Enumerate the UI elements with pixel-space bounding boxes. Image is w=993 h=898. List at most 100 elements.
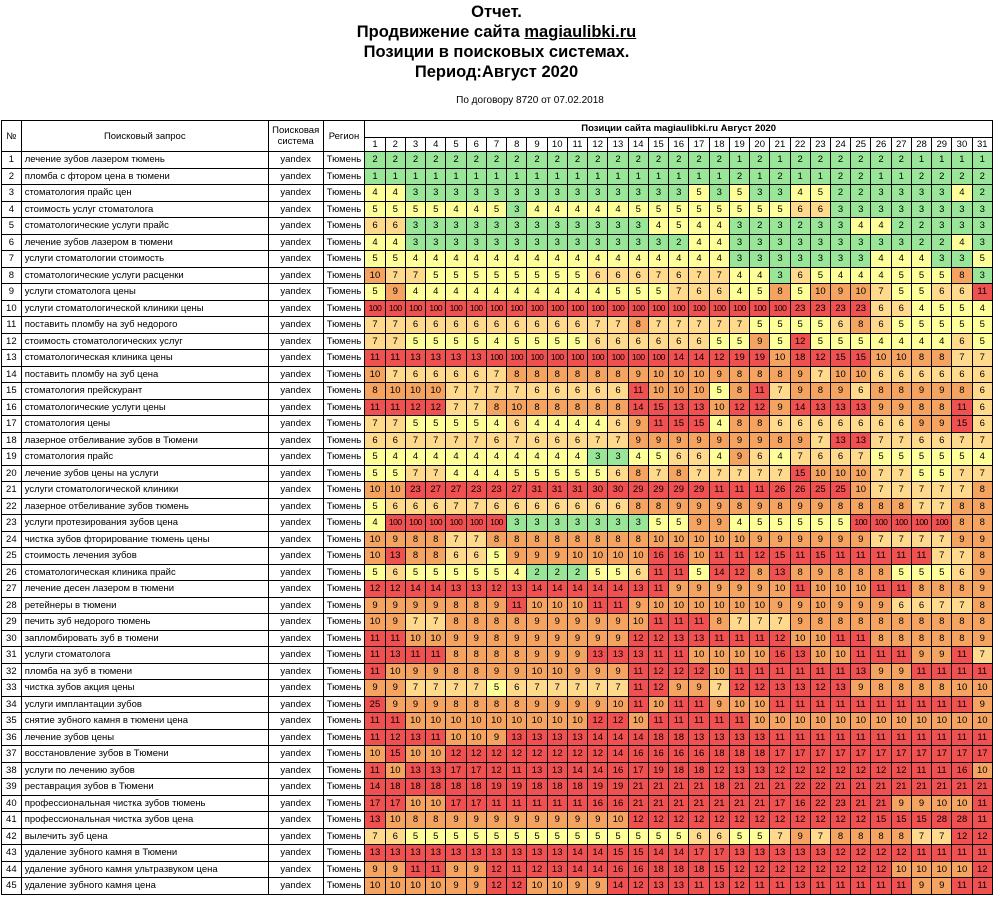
position-cell: 10: [647, 382, 670, 400]
position-cell: 9: [870, 662, 892, 680]
position-cell: 2: [910, 233, 933, 251]
position-cell: 15: [688, 415, 710, 433]
position-cell: 10: [425, 794, 447, 812]
query-cell: услуги стоматолога цены: [20, 283, 269, 301]
position-cell: 1: [485, 167, 508, 185]
position-cell: 18: [708, 778, 730, 796]
position-cell: 8: [910, 679, 933, 697]
position-cell: 23: [829, 299, 852, 317]
position-cell: 11: [910, 728, 933, 746]
position-cell: 2: [668, 233, 690, 251]
position-cell: 11: [506, 794, 528, 812]
position-cell: 6: [749, 448, 771, 466]
position-cell: 8: [506, 530, 528, 548]
query-cell: запломбировать зуб в тюмени: [20, 629, 269, 647]
position-cell: 3: [870, 233, 892, 251]
position-cell: 5: [910, 266, 933, 284]
position-cell: 8: [465, 662, 487, 680]
position-cell: 11: [688, 877, 710, 895]
position-cell: 3: [829, 200, 852, 218]
position-cell: 4: [566, 200, 589, 218]
col-system-header: Поисковая система: [267, 120, 324, 152]
position-cell: 13: [769, 844, 791, 862]
position-cell: 1: [607, 167, 629, 185]
position-cell: 4: [506, 448, 528, 466]
position-cell: 8: [850, 563, 872, 581]
position-cell: 3: [587, 233, 609, 251]
row-number: 10: [1, 299, 22, 317]
position-cell: 8: [829, 613, 852, 631]
position-cell: 10: [809, 464, 831, 482]
position-cell: 2: [728, 167, 751, 185]
region-cell: Тюмень: [322, 695, 366, 713]
position-cell: 2: [708, 151, 730, 169]
position-cell: 4: [506, 250, 528, 268]
position-cell: 10: [688, 530, 710, 548]
table-row: 26 стоматологическая клиника прайс yandex Т…: [1, 563, 993, 581]
system-cell: yandex: [267, 299, 324, 317]
position-cell: 6: [951, 563, 973, 581]
position-cell: 100: [384, 299, 406, 317]
region-cell: Тюмень: [322, 712, 366, 730]
position-cell: 100: [931, 514, 953, 532]
position-cell: 7: [647, 464, 670, 482]
position-cell: 4: [546, 448, 568, 466]
row-number: 45: [1, 877, 22, 895]
position-cell: 6: [445, 365, 467, 383]
position-cell: 1: [384, 167, 406, 185]
position-cell: 12: [627, 877, 649, 895]
position-cell: 8: [627, 530, 649, 548]
position-cell: 16: [627, 860, 649, 878]
site-link[interactable]: magiaulibki.ru: [524, 23, 637, 41]
position-cell: 7: [445, 382, 467, 400]
position-cell: 4: [870, 250, 892, 268]
position-cell: 6: [566, 382, 589, 400]
position-cell: 9: [526, 629, 548, 647]
table-row: 1 лечение зубов лазером тюмень yandex Тюмен…: [1, 151, 993, 169]
position-cell: 10: [364, 365, 386, 383]
position-cell: 8: [445, 695, 467, 713]
position-cell: 5: [546, 332, 568, 350]
position-cell: 4: [688, 217, 710, 235]
position-cell: 11: [910, 547, 933, 565]
position-cell: 11: [850, 547, 872, 565]
position-cell: 13: [850, 431, 872, 449]
system-cell: yandex: [267, 844, 324, 862]
query-cell: услуги стоматологической клиники: [20, 481, 269, 499]
system-cell: yandex: [267, 316, 324, 334]
position-cell: 7: [425, 679, 447, 697]
system-cell: yandex: [267, 811, 324, 829]
position-cell: 5: [890, 266, 912, 284]
position-cell: 11: [910, 761, 933, 779]
position-cell: 8: [587, 398, 609, 416]
position-cell: 9: [465, 629, 487, 647]
position-cell: 9: [789, 431, 811, 449]
row-number: 5: [1, 217, 22, 235]
position-cell: 10: [749, 712, 771, 730]
position-cell: 8: [749, 365, 771, 383]
row-number: 28: [1, 596, 22, 614]
position-cell: 9: [485, 811, 508, 829]
position-cell: 11: [789, 662, 811, 680]
position-cell: 11: [829, 877, 852, 895]
position-cell: 11: [910, 695, 933, 713]
position-cell: 100: [668, 299, 690, 317]
position-cell: 9: [668, 497, 690, 515]
position-cell: 5: [708, 332, 730, 350]
position-cell: 9: [566, 695, 589, 713]
position-cell: 10: [809, 283, 831, 301]
position-cell: 9: [566, 662, 589, 680]
position-cell: 15: [627, 844, 649, 862]
position-cell: 9: [789, 530, 811, 548]
position-cell: 4: [485, 332, 508, 350]
position-cell: 13: [850, 662, 872, 680]
position-cell: 10: [647, 530, 670, 548]
position-cell: 9: [506, 547, 528, 565]
position-cell: 18: [546, 778, 568, 796]
position-cell: 5: [769, 332, 791, 350]
position-cell: 11: [829, 695, 852, 713]
position-cell: 9: [485, 596, 508, 614]
position-cell: 9: [607, 613, 629, 631]
position-cell: 19: [607, 778, 629, 796]
query-cell: стоматология прайс цен: [20, 184, 269, 202]
